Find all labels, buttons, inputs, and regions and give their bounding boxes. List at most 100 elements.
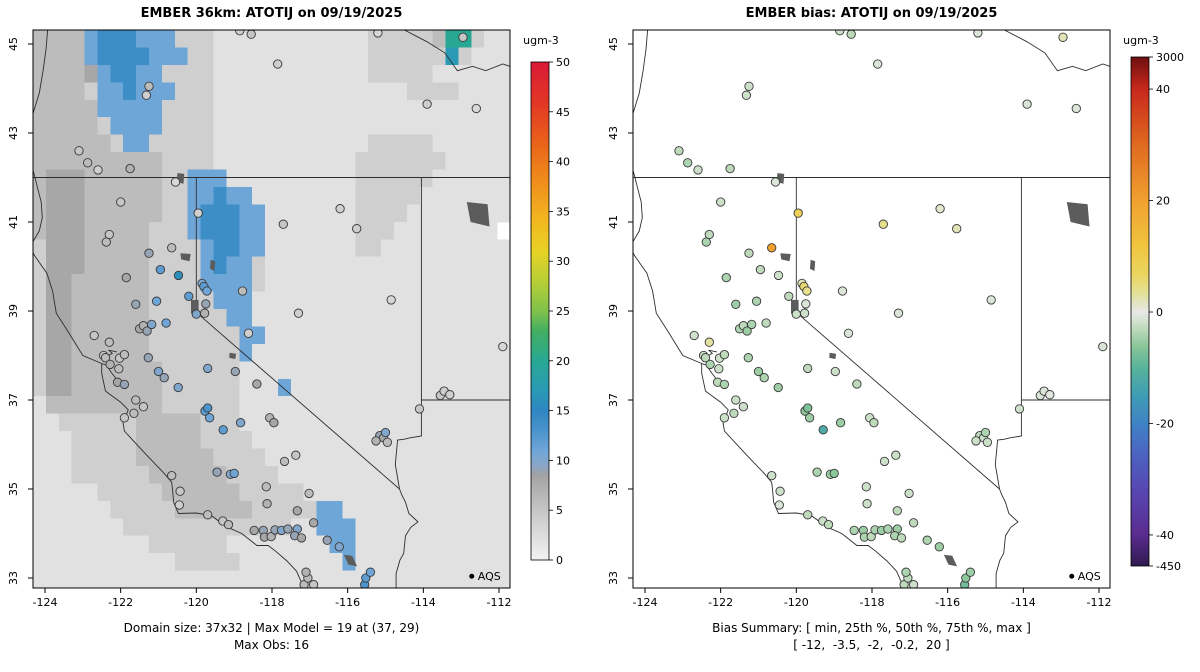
station-point: [693, 165, 703, 175]
station-point: [799, 308, 810, 318]
station-point: [873, 59, 883, 69]
svg-text:40: 40: [556, 156, 570, 169]
svg-text:0: 0: [1156, 306, 1163, 319]
station-point: [741, 90, 752, 100]
station-point: [971, 436, 981, 446]
station-point: [896, 533, 907, 543]
station-point: [382, 437, 393, 447]
svg-text:30: 30: [556, 255, 570, 268]
station-point: [1071, 103, 1081, 114]
station-point: [908, 580, 919, 588]
station-point: [269, 418, 279, 428]
colorbar: 0 5 10 15 20 25 30 35 40 45 50: [530, 56, 570, 567]
station-point: [322, 535, 332, 545]
station-point: [804, 413, 815, 423]
station-point: [422, 99, 432, 109]
station-point: [747, 319, 757, 330]
svg-text:-122: -122: [708, 596, 733, 609]
station-point: [100, 353, 111, 363]
station-point: [202, 286, 212, 296]
station-point: [203, 510, 213, 520]
station-point: [892, 506, 902, 516]
station-point: [837, 286, 848, 296]
station-point: [204, 413, 215, 423]
station-point: [293, 308, 304, 318]
station-point: [308, 580, 319, 588]
station-point: [229, 468, 239, 479]
svg-text:-116: -116: [335, 596, 360, 609]
svg-text:-120: -120: [784, 596, 809, 609]
station-point: [719, 413, 730, 423]
station-point: [174, 500, 184, 510]
svg-text:35: 35: [556, 205, 570, 218]
state-border: [995, 488, 1019, 588]
station-point: [803, 363, 813, 374]
caption-line1: Domain size: 37x32 | Max Model = 19 at (…: [123, 621, 420, 635]
svg-text:-40: -40: [1156, 529, 1174, 542]
state-border: [994, 177, 1022, 490]
station-point: [116, 197, 126, 207]
station-point: [308, 518, 319, 528]
svg-text:50: 50: [556, 56, 570, 69]
station-point: [767, 243, 777, 253]
station-point: [849, 525, 859, 536]
svg-text:3000: 3000: [1156, 51, 1184, 64]
station-point: [143, 353, 153, 363]
svg-text:20: 20: [556, 355, 570, 368]
station-point: [142, 326, 152, 336]
svg-text:35: 35: [607, 482, 620, 496]
station-point: [1058, 32, 1068, 42]
colorbar-units-label: ugm-3: [1123, 34, 1159, 47]
station-point: [380, 427, 391, 438]
station-point: [292, 506, 302, 516]
svg-text:20: 20: [1156, 195, 1170, 208]
station-point: [131, 395, 141, 405]
station-point: [755, 264, 766, 275]
station-point: [738, 402, 749, 412]
station-point: [791, 309, 801, 319]
station-point: [153, 366, 164, 377]
station-point: [818, 425, 828, 435]
station-point: [386, 295, 396, 305]
station-point: [879, 456, 890, 467]
svg-text:-124: -124: [33, 596, 58, 609]
station-point: [159, 373, 169, 383]
station-point: [743, 353, 753, 363]
svg-text:40: 40: [1156, 83, 1170, 96]
station-point: [223, 519, 234, 530]
model-map: -124 -122 -120 -118 -116 -114 -112 33 35 37 39 41 43…: [7, 29, 570, 609]
station-point: [151, 296, 162, 306]
station-point: [751, 296, 762, 306]
station-point: [774, 500, 784, 510]
station-point: [705, 359, 715, 370]
station-point: [744, 248, 754, 258]
station-point: [878, 219, 888, 229]
station-point: [843, 328, 854, 338]
caption-line1: Bias Summary: [ min, 25th %, 50th %, 75t…: [712, 621, 1031, 635]
station-point: [775, 486, 785, 496]
x-axis: -124 -122 -120 -118 -116 -114 -112: [633, 588, 1111, 609]
station-point: [674, 146, 684, 156]
station-point: [243, 328, 254, 338]
station-point: [104, 229, 114, 240]
station-point: [167, 470, 177, 481]
station-point: [230, 366, 240, 377]
station-point: [861, 482, 871, 492]
colorbar-units-label: ugm-3: [523, 34, 559, 47]
station-point: [212, 467, 222, 477]
station-point: [773, 270, 784, 281]
station-point: [742, 326, 752, 336]
station-point: [704, 229, 714, 240]
station-point: [973, 30, 983, 38]
station-point: [1022, 99, 1032, 109]
station-point: [170, 177, 181, 187]
basemap-layer: [33, 30, 510, 588]
station-point: [373, 30, 383, 38]
station-point: [835, 30, 845, 36]
svg-text:45: 45: [556, 106, 570, 119]
station-point: [719, 379, 730, 390]
station-point: [161, 318, 171, 328]
station-point: [802, 286, 812, 296]
station-point: [952, 224, 962, 234]
station-point: [89, 330, 99, 341]
